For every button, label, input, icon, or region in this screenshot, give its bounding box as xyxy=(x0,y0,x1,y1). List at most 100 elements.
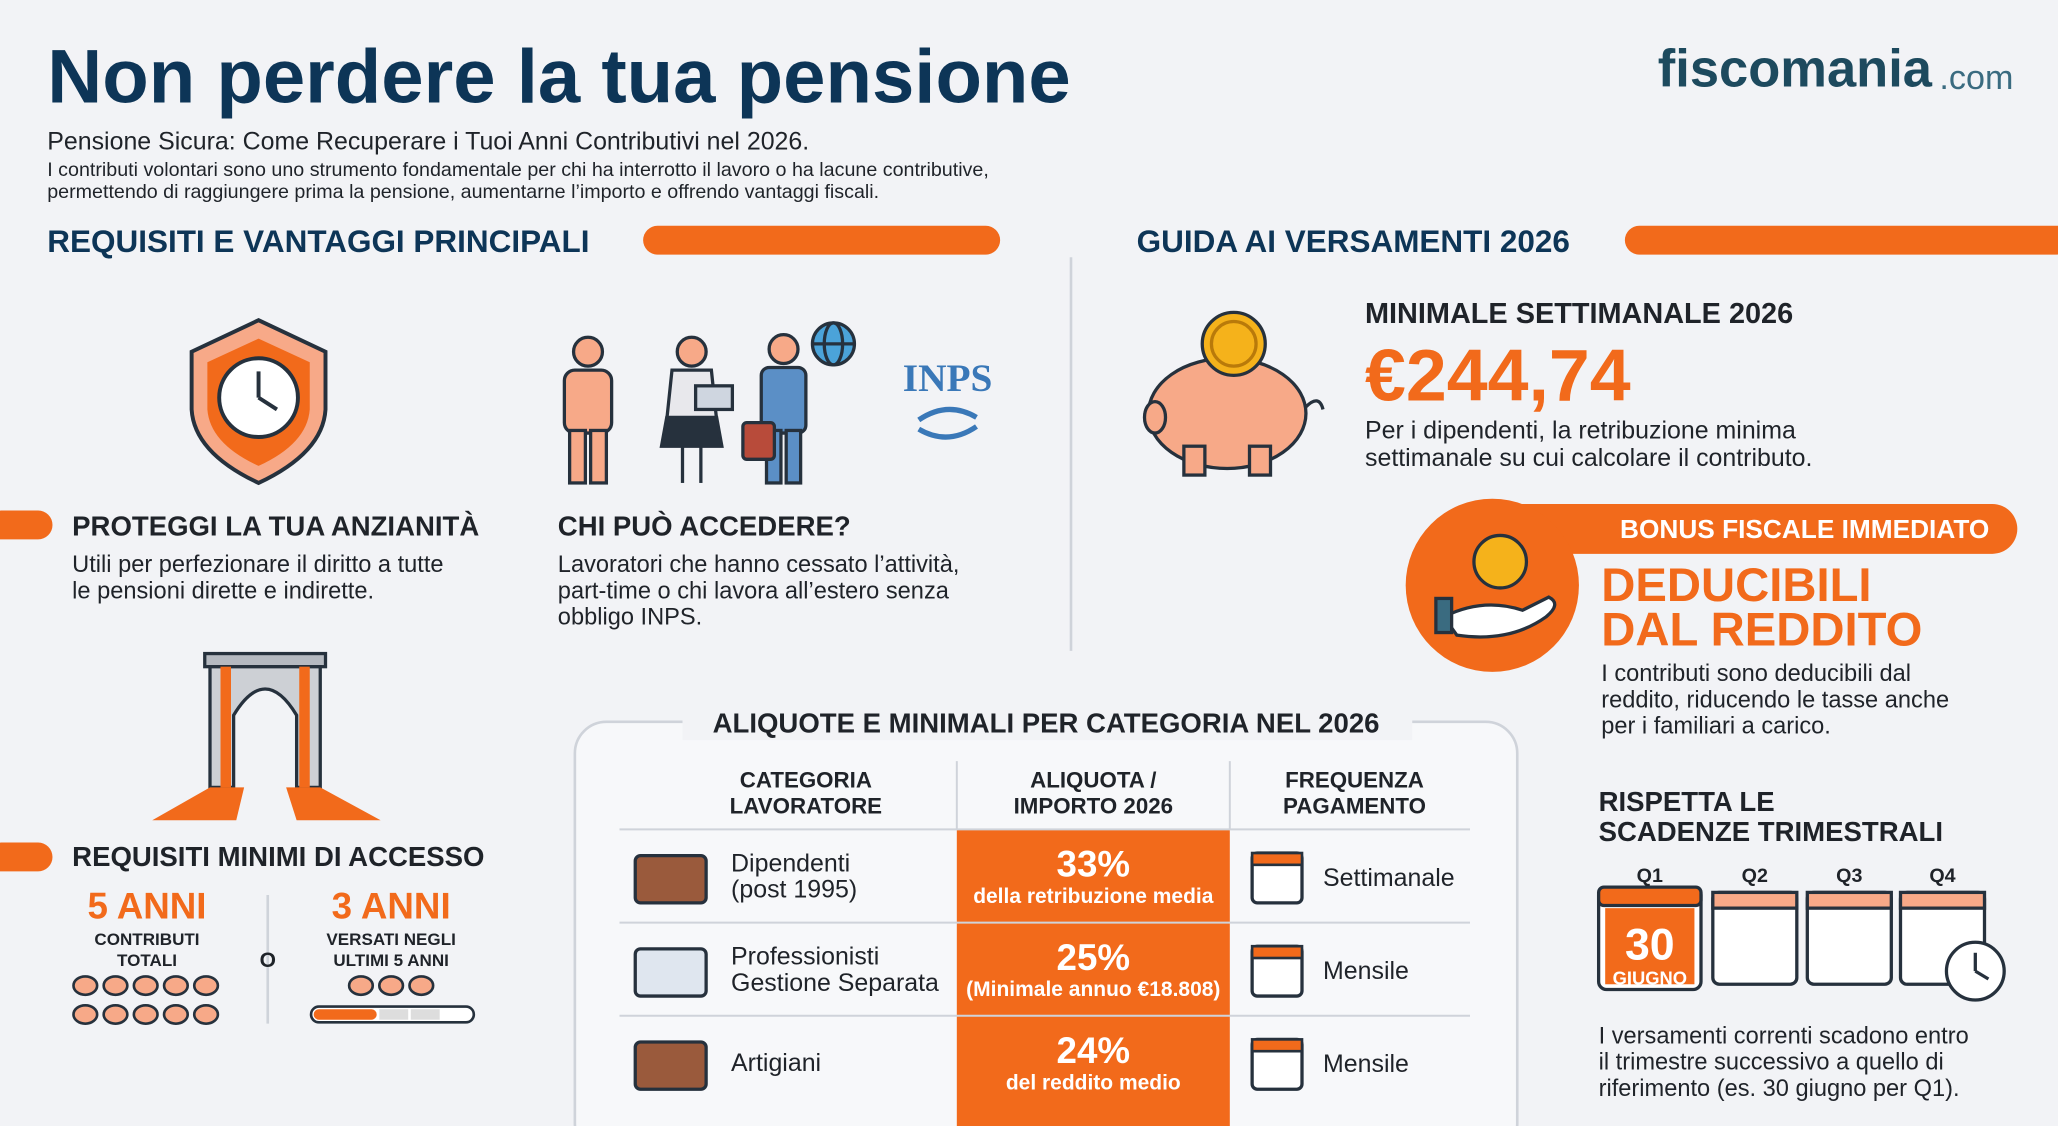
card-text: Utili per perfezionare il diritto a tutt… xyxy=(72,552,443,578)
card-text: riferimento (es. 30 giugno per Q1). xyxy=(1599,1076,1960,1102)
bonus-title: DEDUCIBILI xyxy=(1601,559,1871,612)
hand-coin-icon xyxy=(1434,533,1557,639)
quarter-label: Q1 xyxy=(1637,865,1663,887)
calendar-top xyxy=(1250,851,1304,867)
side-tab xyxy=(0,510,53,540)
rate: 33% xyxy=(1057,844,1131,885)
coin xyxy=(408,975,435,997)
inps-logo: INPS xyxy=(903,356,993,400)
coin xyxy=(162,1003,189,1025)
intro-line: I contributi volontari sono uno strument… xyxy=(47,159,989,181)
card-text: obbligo INPS. xyxy=(558,605,702,631)
coin-stack xyxy=(72,975,435,1025)
requirement-label: TOTALI xyxy=(117,951,177,970)
card-title: CHI PUÒ ACCEDERE? xyxy=(558,510,851,541)
table-title-bg xyxy=(682,708,1413,741)
rate-note: del reddito medio xyxy=(1006,1071,1181,1094)
category: Gestione Separata xyxy=(731,969,939,997)
card-text: settimanale su cui calcolare il contribu… xyxy=(1365,444,1812,472)
calendar-group xyxy=(1596,885,2006,1002)
calendar-top xyxy=(1250,1038,1304,1053)
deadline-month: GIUGNO xyxy=(1613,967,1687,988)
requirement-label: ULTIMI 5 ANNI xyxy=(333,951,449,970)
category: Artigiani xyxy=(731,1049,821,1077)
frequency: Mensile xyxy=(1323,1050,1409,1078)
requirement-label: CONTRIBUTI xyxy=(94,930,199,949)
card-text: le pensioni dirette e indirette. xyxy=(72,578,374,604)
text-layer: Non perdere la tua pensione fiscomania .co… xyxy=(47,34,2013,1101)
deadline-day: 30 xyxy=(1625,920,1675,969)
column-header: FREQUENZA xyxy=(1285,767,1424,792)
requirement-label: VERSATI NEGLI xyxy=(326,930,455,949)
rate: 24% xyxy=(1057,1030,1131,1071)
column-header: CATEGORIA xyxy=(740,767,872,792)
coin xyxy=(192,1003,220,1025)
card-title: RISPETTA LE xyxy=(1599,786,1775,817)
logo-suffix: .com xyxy=(1939,59,2013,97)
rate-note: (Minimale annuo €18.808) xyxy=(966,978,1220,1001)
coin xyxy=(378,975,405,997)
rate-column xyxy=(956,829,1230,1126)
section-heading: GUIDA AI VERSAMENTI 2026 xyxy=(1137,223,1570,259)
intro-line: permettendo di raggiungere prima la pens… xyxy=(47,181,879,203)
subtitle: Pensione Sicura: Come Recuperare i Tuoi … xyxy=(47,128,809,156)
title: Non perdere la tua pensione xyxy=(47,34,1071,119)
column-header: LAVORATORE xyxy=(730,794,882,819)
quarter-label: Q4 xyxy=(1929,865,1955,887)
rate: 25% xyxy=(1057,937,1131,978)
coin xyxy=(102,1003,129,1025)
card-title: SCADENZE TRIMESTRALI xyxy=(1599,816,1943,847)
column-header: ALIQUOTA / xyxy=(1030,767,1156,792)
progress-bar xyxy=(309,1005,476,1024)
card-text: Per i dipendenti, la retribuzione minima xyxy=(1365,416,1796,444)
card-title: PROTEGGI LA TUA ANZIANITÀ xyxy=(72,510,479,541)
coin xyxy=(132,1003,159,1025)
quarter-label: Q3 xyxy=(1836,865,1862,887)
card-text: I contributi sono deducibili dal xyxy=(1601,661,1911,687)
category: Dipendenti xyxy=(731,849,850,877)
coin xyxy=(132,975,159,997)
calendar-top xyxy=(1250,944,1304,960)
table-title: ALIQUOTE E MINIMALI PER CATEGORIA NEL 20… xyxy=(713,707,1380,738)
heading-bar xyxy=(1624,225,2058,255)
requirement-value: 3 ANNI xyxy=(332,886,451,927)
heading-bar xyxy=(643,225,1001,255)
coin xyxy=(72,975,99,997)
coin xyxy=(347,975,375,997)
badge: BONUS FISCALE IMMEDIATO xyxy=(1620,514,1989,544)
table-lines xyxy=(619,761,1470,1017)
section-heading: REQUISITI E VANTAGGI PRINCIPALI xyxy=(47,223,589,259)
category: Professionisti xyxy=(731,943,879,971)
bonus-title: DAL REDDITO xyxy=(1601,604,1922,657)
people-icon xyxy=(562,321,857,485)
card-text: il trimestre successivo a quello di xyxy=(1599,1050,1944,1076)
rate-note: della retribuzione media xyxy=(973,885,1214,908)
side-tab xyxy=(0,842,53,872)
frequency: Settimanale xyxy=(1323,864,1455,892)
logo: fiscomania xyxy=(1658,40,1933,99)
coin xyxy=(162,975,189,997)
separator: O xyxy=(260,949,276,972)
coin xyxy=(192,975,220,997)
inps-arrows xyxy=(917,406,978,440)
frequency: Mensile xyxy=(1323,957,1409,985)
bonus-pill xyxy=(1492,503,2018,554)
category: (post 1995) xyxy=(731,876,857,904)
card-title: REQUISITI MINIMI DI ACCESSO xyxy=(72,841,484,872)
quarter-label: Q2 xyxy=(1742,865,1768,887)
row-icon xyxy=(633,854,708,905)
column-header: PAGAMENTO xyxy=(1283,794,1426,819)
amount: €244,74 xyxy=(1365,333,1631,416)
card-text: reddito, riducendo le tasse anche xyxy=(1601,687,1949,713)
piggy-icon xyxy=(1142,310,1325,477)
row-icon xyxy=(633,1040,708,1091)
requirement-value: 5 ANNI xyxy=(87,886,206,927)
row-icon xyxy=(633,947,708,998)
card-text: part-time o chi lavora all’estero senza xyxy=(558,578,950,604)
card-title: MINIMALE SETTIMANALE 2026 xyxy=(1365,298,1793,330)
coin xyxy=(102,975,129,997)
shield-icon xyxy=(189,318,328,486)
arch-icon xyxy=(152,651,381,821)
